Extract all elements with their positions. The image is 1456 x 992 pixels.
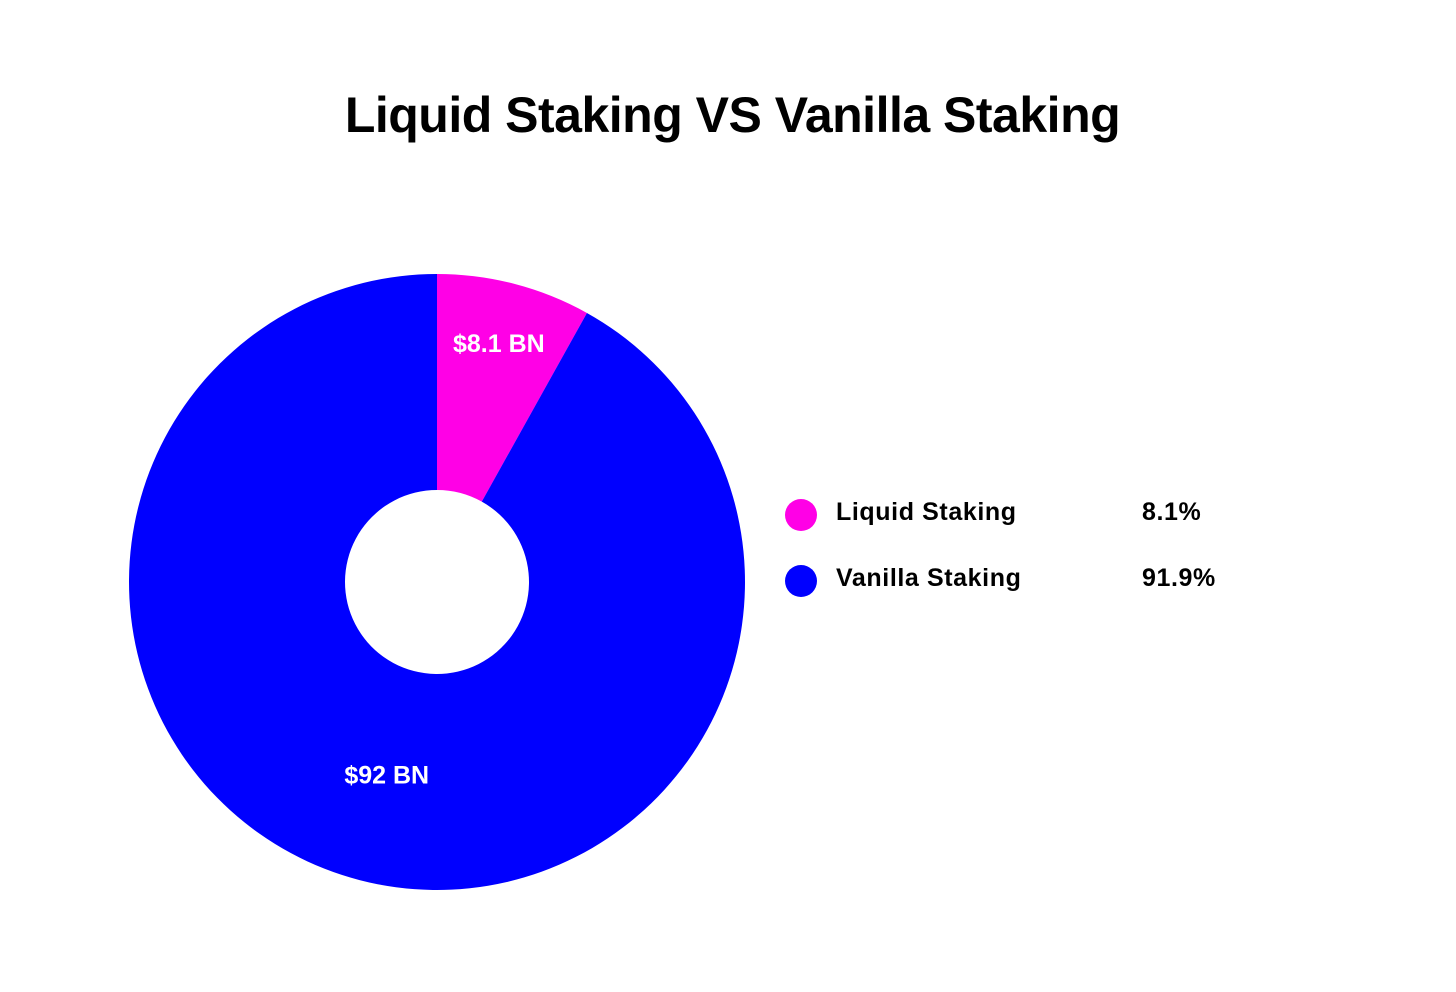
legend: Liquid Staking 8.1% Vanilla Staking 91.9… — [785, 496, 1255, 628]
legend-value-liquid-staking: 8.1% — [1142, 498, 1202, 526]
legend-value-vanilla-staking: 91.9% — [1142, 564, 1216, 592]
donut-slices — [129, 274, 746, 890]
slice-vanilla-staking — [129, 274, 746, 890]
slice-labels: $8.1 BN $92 BN — [344, 330, 544, 790]
chart-title: Liquid Staking VS Vanilla Staking — [344, 87, 1121, 143]
legend-item-vanilla-staking: Vanilla Staking 91.9% — [785, 562, 1255, 602]
slice-label-liquid-staking: $8.1 BN — [453, 330, 545, 358]
slice-liquid-staking — [437, 274, 587, 502]
legend-swatch-liquid-staking — [785, 499, 817, 531]
slice-label-vanilla-staking: $92 BN — [344, 762, 429, 790]
legend-swatch-vanilla-staking — [785, 565, 817, 597]
legend-label-liquid-staking: Liquid Staking — [836, 498, 1017, 526]
legend-label-vanilla-staking: Vanilla Staking — [836, 564, 1022, 592]
legend-item-liquid-staking: Liquid Staking 8.1% — [785, 496, 1255, 536]
